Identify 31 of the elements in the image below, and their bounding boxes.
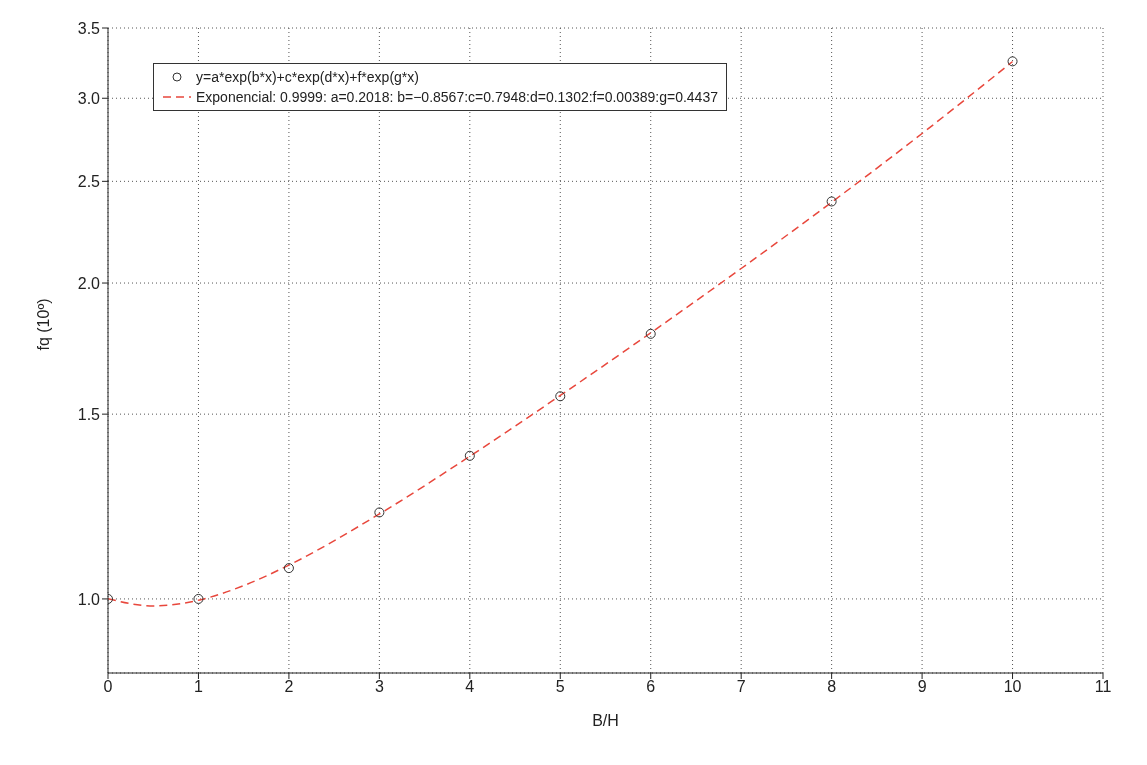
y-tick-label: 3.5 [77,19,101,37]
x-tick-label: 9 [917,678,927,696]
point [1007,56,1018,67]
x-tick-label: 1 [194,678,203,696]
point [464,450,475,461]
point [826,196,837,207]
x-tick-label: 5 [555,678,565,696]
x-tick-label: 3 [374,678,384,696]
point [193,593,204,604]
x-tick-label: 2 [284,678,294,696]
point [555,391,566,402]
x-tick-label: 0 [103,678,113,696]
x-tick-label: 8 [827,678,837,696]
y-tick-label: 1.5 [77,405,101,423]
x-tick-label: 4 [465,678,475,696]
legend-label: y=a*exp(b*x)+c*exp(d*x)+f*exp(g*x) [196,68,419,87]
x-tick-label: 6 [646,678,656,696]
y-tick-label: 1.0 [77,590,101,608]
y-tick-label: 3.0 [77,89,101,107]
x-tick-label: 11 [1094,678,1112,696]
y-tick-label: 2.5 [77,173,101,191]
legend-label: Exponencial: 0.9999: a=0.2018: b=−0.8567:c=0.7948:d=0.1302:f=0.00389:g=0.4437 [196,88,718,107]
x-axis-title: B/H [592,712,619,729]
y-tick-label: 2.0 [77,274,101,292]
line-series [108,60,1014,607]
x-tick-label: 10 [1003,678,1022,696]
x-tick-label: 7 [736,678,746,696]
y-axis-title: fq (10º) [34,298,52,351]
point [645,328,656,339]
point [374,507,385,518]
point [283,563,294,574]
